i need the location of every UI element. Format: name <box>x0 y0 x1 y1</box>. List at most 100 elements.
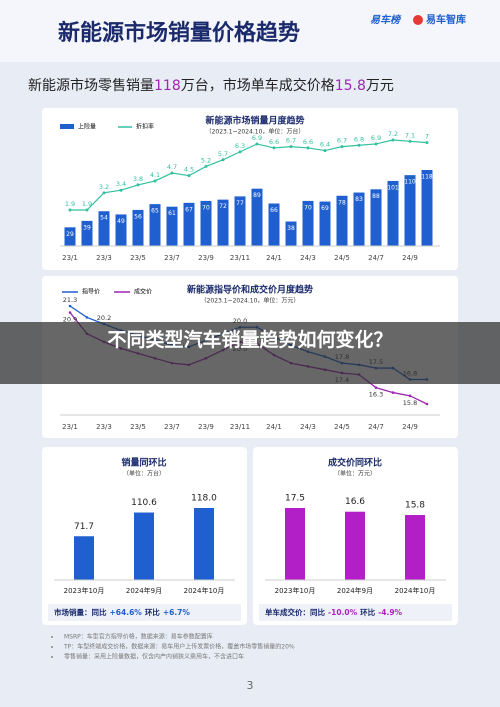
bar <box>336 195 348 246</box>
bar-label: 61 <box>168 210 176 217</box>
chart-title: 销量同环比 <box>121 457 166 469</box>
x-tick-label: 23/3 <box>96 254 112 262</box>
bar-label: 17.5 <box>285 494 305 504</box>
point-label: 7.1 <box>405 131 415 139</box>
headline: 新能源市场零售销量118万台，市场单车成交价格15.8万元 <box>28 77 394 94</box>
legend-label: 折扣率 <box>136 123 154 131</box>
point <box>357 143 361 147</box>
point <box>289 145 293 149</box>
point <box>170 171 174 175</box>
bar-label: 78 <box>338 199 346 206</box>
bar <box>387 180 399 246</box>
bar-label: 29 <box>66 231 74 238</box>
note: MSRP：车型官方指导价格，数据来源：易车参数配置库 <box>64 633 213 641</box>
x-tick-label: 23/11 <box>230 254 250 262</box>
point <box>238 150 242 154</box>
bar-label: 65 <box>151 208 159 215</box>
footer-part: 环比 <box>145 607 160 617</box>
bar <box>234 196 246 246</box>
bar <box>404 175 416 246</box>
x-tick-label: 2024年10月 <box>395 586 436 595</box>
x-tick-label: 23/1 <box>62 423 78 431</box>
footer-part: +6.7% <box>163 608 191 617</box>
point <box>255 142 259 146</box>
point <box>102 191 106 195</box>
x-tick-label: 2023年10月 <box>64 586 105 595</box>
footer: 单车成交价：同比 -10.0% 环比 -4.9% <box>265 607 403 617</box>
chart-subtitle: （单位：万台） <box>123 470 165 478</box>
bar <box>353 192 365 246</box>
bar-label: 71.7 <box>74 522 94 532</box>
x-tick-label: 24/3 <box>300 254 316 262</box>
bar-label: 70 <box>202 204 210 211</box>
bar <box>268 203 280 246</box>
footer-part: +64.6% <box>110 608 143 617</box>
bar <box>319 201 331 246</box>
point <box>204 164 208 168</box>
point-label: 4.1 <box>150 171 160 179</box>
bar <box>183 202 195 246</box>
line <box>70 139 428 211</box>
point-label: 6.7 <box>337 137 347 145</box>
chart-subtitle: （单位：万元） <box>334 470 376 478</box>
chart-subtitle: （2023.1~2024.10，单位：万台） <box>206 128 305 136</box>
bar-label: 39 <box>83 224 91 231</box>
x-tick-label: 23/5 <box>130 254 146 262</box>
bar <box>194 508 214 580</box>
bar <box>166 206 178 246</box>
x-tick-label: 23/7 <box>164 254 180 262</box>
point-label: 6.9 <box>371 134 381 142</box>
bar <box>149 204 161 246</box>
point-label: 4.7 <box>167 163 177 171</box>
bar-label: 83 <box>355 196 363 203</box>
point-label: 1.9 <box>82 200 92 208</box>
bar-label: 54 <box>100 215 108 222</box>
point-label: 1.9 <box>65 200 75 208</box>
point-label: 3.8 <box>133 175 143 183</box>
bar <box>200 200 212 246</box>
point-label: 20.2 <box>97 314 111 322</box>
x-tick-label: 23/1 <box>62 254 78 262</box>
point <box>272 146 276 150</box>
bar-label: 70 <box>304 204 312 211</box>
footer-part: 单车成交价：同比 <box>265 607 325 617</box>
point-label: 6.6 <box>303 138 313 146</box>
bar <box>405 514 425 580</box>
bar <box>132 209 144 246</box>
point <box>425 402 429 406</box>
bar-label: 49 <box>117 218 125 225</box>
point <box>323 149 327 153</box>
point-label: 7 <box>425 133 429 141</box>
footer-part: 环比 <box>360 607 375 617</box>
bar-label: 72 <box>219 203 227 210</box>
headline-part: 万台，市场单车成交价格 <box>181 77 335 94</box>
point-label: 4.5 <box>184 166 194 174</box>
legend-label: 指导价 <box>82 288 100 296</box>
chart-title: 新能源市场销量月度趋势 <box>205 115 304 127</box>
point <box>119 188 123 192</box>
point-label: 6.8 <box>354 135 364 143</box>
note: TP：车型终端成交价格，数据来源：易车用户上传发票价格，覆盖市场零售销量的20% <box>63 643 295 651</box>
bar-label: 77 <box>236 200 244 207</box>
x-tick-label: 24/9 <box>402 423 418 431</box>
x-tick-label: 23/7 <box>164 423 180 431</box>
bar-label: 88 <box>372 193 380 200</box>
headline-part: 新能源市场零售销量 <box>28 77 154 94</box>
note: 零售销量：采用上险量数据，仅含内产内销狭义乘用车，不含进口车 <box>64 653 244 661</box>
point <box>408 139 412 143</box>
x-tick-label: 24/7 <box>368 423 384 431</box>
x-tick-label: 23/5 <box>130 423 146 431</box>
point <box>425 141 429 145</box>
bullet <box>51 656 53 658</box>
point-label: 6.9 <box>252 134 262 142</box>
x-tick-label: 24/1 <box>266 254 282 262</box>
chart-subtitle: （2023.1~2024.10，单位：万元） <box>201 297 300 305</box>
point <box>374 386 378 389</box>
bar <box>115 214 127 246</box>
notes: MSRP：车型官方指导价格，数据来源：易车参数配置库 TP：车型终端成交价格，数据… <box>51 633 295 661</box>
footer-part: -4.9% <box>378 608 402 617</box>
x-tick-label: 24/1 <box>266 423 282 431</box>
x-tick-label: 24/7 <box>368 254 384 262</box>
footer-part: 市场销量：同比 <box>54 607 107 617</box>
